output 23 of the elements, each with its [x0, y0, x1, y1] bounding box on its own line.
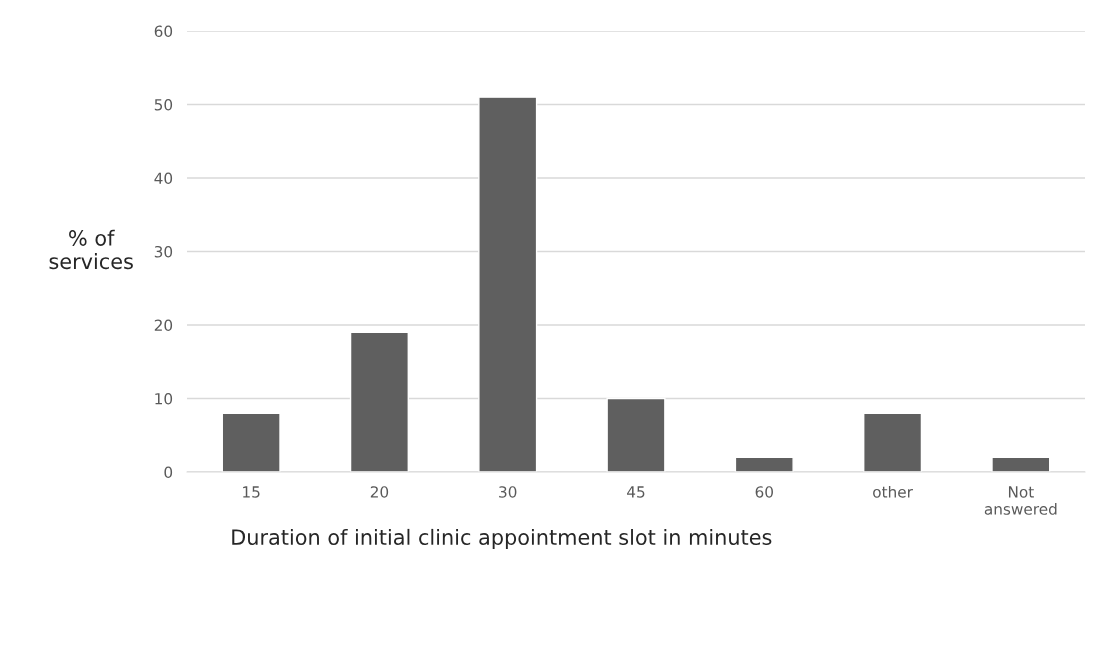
y-axis-title: % of services [49, 229, 133, 270]
x-tick-label: 15 [243, 486, 260, 498]
bar [221, 412, 281, 472]
x-tick-label: 30 [499, 486, 517, 498]
y-tick-label: 20 [154, 319, 173, 332]
x-tick-label: other [873, 485, 913, 498]
y-tick-label: 30 [154, 245, 173, 258]
x-axis-title: Duration of initial clinic appointment slot in minutes [232, 528, 772, 550]
y-tick-label: 10 [155, 392, 173, 405]
y-tick-label: 0 [164, 466, 173, 479]
x-tick-label: 20 [370, 486, 389, 498]
x-tick-label: 45 [627, 486, 645, 498]
bar [734, 456, 794, 472]
bar [349, 331, 409, 472]
bar [863, 412, 923, 472]
bar [606, 397, 666, 472]
y-tick-label: 50 [154, 98, 173, 111]
y-tick-label: 40 [154, 172, 173, 185]
x-tick-label: 60 [755, 486, 773, 498]
y-tick-label: 60 [154, 25, 173, 38]
bar [991, 456, 1051, 472]
bar [478, 96, 538, 472]
x-tick-label: Not answered [984, 486, 1057, 515]
